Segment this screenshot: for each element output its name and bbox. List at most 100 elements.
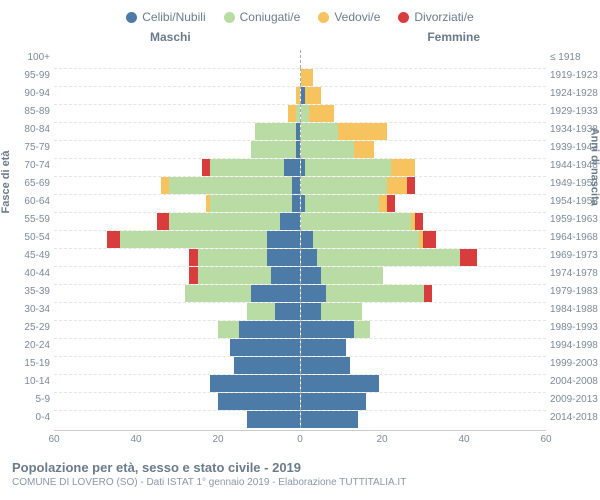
age-row: 15-191999-2003: [54, 356, 546, 374]
bar-segment: [309, 105, 334, 122]
bar-segment: [239, 321, 301, 338]
bar-segment: [234, 357, 300, 374]
bar-segment: [424, 285, 432, 302]
legend-label: Divorziati/e: [414, 10, 473, 24]
age-row: 100+≤ 1918: [54, 50, 546, 68]
bar-segment: [120, 231, 268, 248]
bar-segment: [198, 267, 272, 284]
birth-year-label: 1994-1998: [550, 340, 600, 351]
bar-segment: [407, 177, 415, 194]
bar-segment: [169, 213, 280, 230]
birth-year-label: ≤ 1918: [550, 52, 600, 63]
age-label: 100+: [14, 52, 50, 63]
bar-segment: [271, 267, 300, 284]
female-bar: [300, 410, 546, 428]
birth-year-label: 1999-2003: [550, 358, 600, 369]
bar-segment: [305, 87, 321, 104]
bar-segment: [423, 231, 435, 248]
age-row: 85-891929-1933: [54, 104, 546, 122]
legend-swatch: [318, 12, 329, 23]
age-label: 95-99: [14, 70, 50, 81]
bar-segment: [267, 231, 300, 248]
age-label: 30-34: [14, 304, 50, 315]
birth-year-label: 1969-1973: [550, 250, 600, 261]
birth-year-label: 1924-1928: [550, 88, 600, 99]
female-bar: [300, 86, 546, 104]
age-row: 45-491969-1973: [54, 248, 546, 266]
female-bar: [300, 68, 546, 86]
female-bar: [300, 266, 546, 284]
bar-segment: [301, 321, 354, 338]
bar-segment: [326, 285, 424, 302]
male-bar: [54, 266, 300, 284]
birth-year-label: 1944-1948: [550, 160, 600, 171]
bar-segment: [251, 141, 296, 158]
male-bar: [54, 356, 300, 374]
bar-segment: [415, 213, 423, 230]
x-tick: 40: [458, 434, 469, 445]
bar-segment: [301, 177, 387, 194]
birth-year-label: 1959-1963: [550, 214, 600, 225]
age-label: 15-19: [14, 358, 50, 369]
male-bar: [54, 140, 300, 158]
bar-segment: [189, 249, 197, 266]
female-bar: [300, 140, 546, 158]
age-row: 35-391979-1983: [54, 284, 546, 302]
bar-segment: [107, 231, 119, 248]
bar-segment: [288, 105, 296, 122]
bar-segment: [301, 105, 309, 122]
age-row: 5-92009-2013: [54, 392, 546, 410]
x-tick: 20: [212, 434, 223, 445]
female-bar: [300, 248, 546, 266]
male-bar: [54, 284, 300, 302]
age-row: 55-591959-1963: [54, 212, 546, 230]
legend-swatch: [126, 12, 137, 23]
age-label: 5-9: [14, 394, 50, 405]
age-row: 20-241994-1998: [54, 338, 546, 356]
male-bar: [54, 248, 300, 266]
gender-headers: Maschi Femmine: [0, 30, 600, 46]
age-row: 80-841934-1938: [54, 122, 546, 140]
age-label: 40-44: [14, 268, 50, 279]
chart-subtitle: COMUNE DI LOVERO (SO) - Dati ISTAT 1° ge…: [12, 477, 588, 488]
birth-year-label: 1934-1938: [550, 124, 600, 135]
bar-segment: [267, 249, 300, 266]
legend-item: Coniugati/e: [224, 10, 301, 24]
pyramid-chart: Fasce di età Anni di nascita 100+≤ 19189…: [54, 50, 546, 428]
birth-year-label: 2009-2013: [550, 394, 600, 405]
female-bar: [300, 50, 546, 68]
male-bar: [54, 176, 300, 194]
age-row: 25-291989-1993: [54, 320, 546, 338]
legend-label: Vedovi/e: [334, 10, 380, 24]
bar-segment: [169, 177, 292, 194]
age-label: 60-64: [14, 196, 50, 207]
age-row: 95-991919-1923: [54, 68, 546, 86]
bar-segment: [354, 141, 374, 158]
male-bar: [54, 50, 300, 68]
bar-segment: [301, 69, 313, 86]
birth-year-label: 1989-1993: [550, 322, 600, 333]
bar-segment: [321, 267, 382, 284]
bar-segment: [301, 285, 326, 302]
female-bar: [300, 212, 546, 230]
age-label: 0-4: [14, 412, 50, 423]
age-row: 40-441974-1978: [54, 266, 546, 284]
birth-year-label: 1954-1958: [550, 196, 600, 207]
age-row: 65-691949-1953: [54, 176, 546, 194]
male-bar: [54, 302, 300, 320]
birth-year-label: 1929-1933: [550, 106, 600, 117]
female-bar: [300, 176, 546, 194]
bar-segment: [301, 267, 321, 284]
female-bar: [300, 104, 546, 122]
bar-segment: [387, 195, 395, 212]
bar-segment: [301, 393, 366, 410]
birth-year-label: 1984-1988: [550, 304, 600, 315]
bar-segment: [301, 411, 358, 428]
age-label: 90-94: [14, 88, 50, 99]
bar-segment: [301, 303, 321, 320]
bar-segment: [301, 357, 350, 374]
female-bar: [300, 338, 546, 356]
age-label: 45-49: [14, 250, 50, 261]
legend-swatch: [224, 12, 235, 23]
male-bar: [54, 194, 300, 212]
